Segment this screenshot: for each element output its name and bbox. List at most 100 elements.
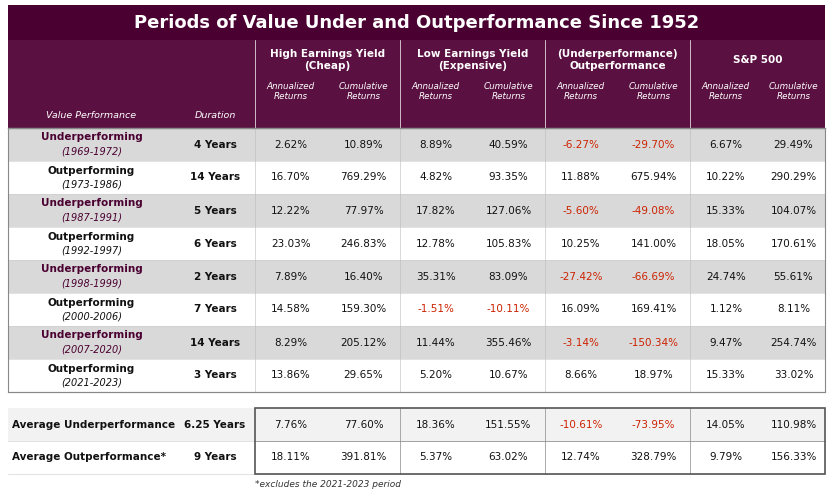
Text: Cumulative
Returns: Cumulative Returns — [629, 82, 678, 101]
Text: *excludes the 2021-2023 period: *excludes the 2021-2023 period — [255, 480, 401, 489]
Text: 5 Years: 5 Years — [194, 206, 236, 216]
Text: -1.51%: -1.51% — [417, 304, 455, 315]
Bar — [8, 359, 825, 392]
Text: (Underperformance)
Outperformance: (Underperformance) Outperformance — [558, 49, 678, 71]
Text: Average Underperformance: Average Underperformance — [12, 419, 175, 430]
Text: 9.79%: 9.79% — [710, 453, 743, 463]
Text: Annualized
Returns: Annualized Returns — [702, 82, 750, 101]
Text: 12.78%: 12.78% — [416, 239, 456, 248]
Text: 3 Years: 3 Years — [194, 371, 236, 381]
Bar — [255, 408, 825, 474]
Text: 14.58%: 14.58% — [271, 304, 311, 315]
Bar — [8, 194, 825, 227]
Text: -49.08%: -49.08% — [632, 206, 675, 216]
Text: (2000-2006): (2000-2006) — [61, 311, 122, 322]
Text: 83.09%: 83.09% — [489, 272, 529, 281]
Text: -27.42%: -27.42% — [559, 272, 602, 281]
Text: 205.12%: 205.12% — [341, 337, 386, 348]
Bar — [8, 128, 825, 392]
Bar — [8, 293, 825, 326]
Text: 12.22%: 12.22% — [271, 206, 311, 216]
Text: 18.11%: 18.11% — [271, 453, 311, 463]
Text: -10.11%: -10.11% — [487, 304, 530, 315]
Text: 4 Years: 4 Years — [194, 139, 237, 149]
Text: Cumulative
Returns: Cumulative Returns — [484, 82, 534, 101]
Text: 14 Years: 14 Years — [190, 172, 240, 183]
Text: 14 Years: 14 Years — [190, 337, 240, 348]
Text: (1969-1972): (1969-1972) — [61, 146, 122, 157]
Text: (1998-1999): (1998-1999) — [61, 278, 122, 289]
Text: 10.22%: 10.22% — [706, 172, 745, 183]
Text: 127.06%: 127.06% — [485, 206, 532, 216]
Text: 63.02%: 63.02% — [489, 453, 529, 463]
Text: 11.88%: 11.88% — [561, 172, 601, 183]
Text: 29.49%: 29.49% — [774, 139, 814, 149]
Bar — [8, 227, 825, 260]
Text: 391.81%: 391.81% — [341, 453, 386, 463]
Text: Underperforming: Underperforming — [41, 133, 142, 142]
Text: Outperforming: Outperforming — [48, 298, 135, 307]
Text: -3.14%: -3.14% — [563, 337, 599, 348]
Text: High Earnings Yield
(Cheap): High Earnings Yield (Cheap) — [270, 49, 385, 71]
Text: 55.61%: 55.61% — [774, 272, 814, 281]
Text: 10.67%: 10.67% — [489, 371, 529, 381]
Text: 12.74%: 12.74% — [561, 453, 601, 463]
Text: 18.36%: 18.36% — [416, 419, 456, 430]
Text: Underperforming: Underperforming — [41, 330, 142, 340]
Text: 169.41%: 169.41% — [630, 304, 676, 315]
Text: 4.82%: 4.82% — [420, 172, 453, 183]
Text: (1987-1991): (1987-1991) — [61, 213, 122, 222]
Text: 23.03%: 23.03% — [271, 239, 311, 248]
Text: 159.30%: 159.30% — [341, 304, 386, 315]
Text: 77.97%: 77.97% — [344, 206, 383, 216]
Text: -10.61%: -10.61% — [559, 419, 602, 430]
Text: 1.12%: 1.12% — [710, 304, 743, 315]
Text: 2 Years: 2 Years — [194, 272, 236, 281]
Text: 16.40%: 16.40% — [344, 272, 383, 281]
Text: 15.33%: 15.33% — [706, 371, 746, 381]
Text: 29.65%: 29.65% — [344, 371, 383, 381]
Text: S&P 500: S&P 500 — [733, 55, 782, 65]
Text: 104.07%: 104.07% — [770, 206, 817, 216]
Bar — [8, 5, 825, 40]
Text: 151.55%: 151.55% — [485, 419, 532, 430]
Text: 10.89%: 10.89% — [344, 139, 383, 149]
Text: -29.70%: -29.70% — [632, 139, 675, 149]
Text: -150.34%: -150.34% — [628, 337, 678, 348]
Text: 6.25 Years: 6.25 Years — [184, 419, 246, 430]
Text: 24.74%: 24.74% — [706, 272, 746, 281]
Text: Value Performance: Value Performance — [47, 111, 136, 120]
Text: Annualized
Returns: Annualized Returns — [267, 82, 315, 101]
Text: 16.70%: 16.70% — [271, 172, 311, 183]
Text: 290.29%: 290.29% — [770, 172, 817, 183]
Text: 6.67%: 6.67% — [710, 139, 743, 149]
Text: 17.82%: 17.82% — [416, 206, 456, 216]
Text: Periods of Value Under and Outperformance Since 1952: Periods of Value Under and Outperformanc… — [134, 13, 699, 31]
Text: Outperforming: Outperforming — [48, 231, 135, 242]
Text: Cumulative
Returns: Cumulative Returns — [339, 82, 388, 101]
Text: 170.61%: 170.61% — [770, 239, 817, 248]
Text: 93.35%: 93.35% — [489, 172, 529, 183]
Text: 105.83%: 105.83% — [485, 239, 532, 248]
Text: Outperforming: Outperforming — [48, 165, 135, 175]
Text: 7.89%: 7.89% — [274, 272, 307, 281]
Text: 246.83%: 246.83% — [341, 239, 386, 248]
Text: 7.76%: 7.76% — [274, 419, 307, 430]
Text: Cumulative
Returns: Cumulative Returns — [769, 82, 819, 101]
Text: 8.29%: 8.29% — [274, 337, 307, 348]
Text: 6 Years: 6 Years — [194, 239, 236, 248]
Text: (1992-1997): (1992-1997) — [61, 246, 122, 255]
Text: (2021-2023): (2021-2023) — [61, 378, 122, 387]
Text: 769.29%: 769.29% — [341, 172, 386, 183]
Text: -73.95%: -73.95% — [632, 419, 676, 430]
Bar — [8, 260, 825, 293]
Text: -5.60%: -5.60% — [563, 206, 599, 216]
Text: 8.11%: 8.11% — [777, 304, 810, 315]
Text: 18.05%: 18.05% — [706, 239, 745, 248]
Text: 5.20%: 5.20% — [420, 371, 453, 381]
Text: 156.33%: 156.33% — [770, 453, 817, 463]
Bar — [8, 40, 825, 128]
Text: 355.46%: 355.46% — [485, 337, 532, 348]
Text: 16.09%: 16.09% — [561, 304, 601, 315]
Text: (1973-1986): (1973-1986) — [61, 180, 122, 190]
